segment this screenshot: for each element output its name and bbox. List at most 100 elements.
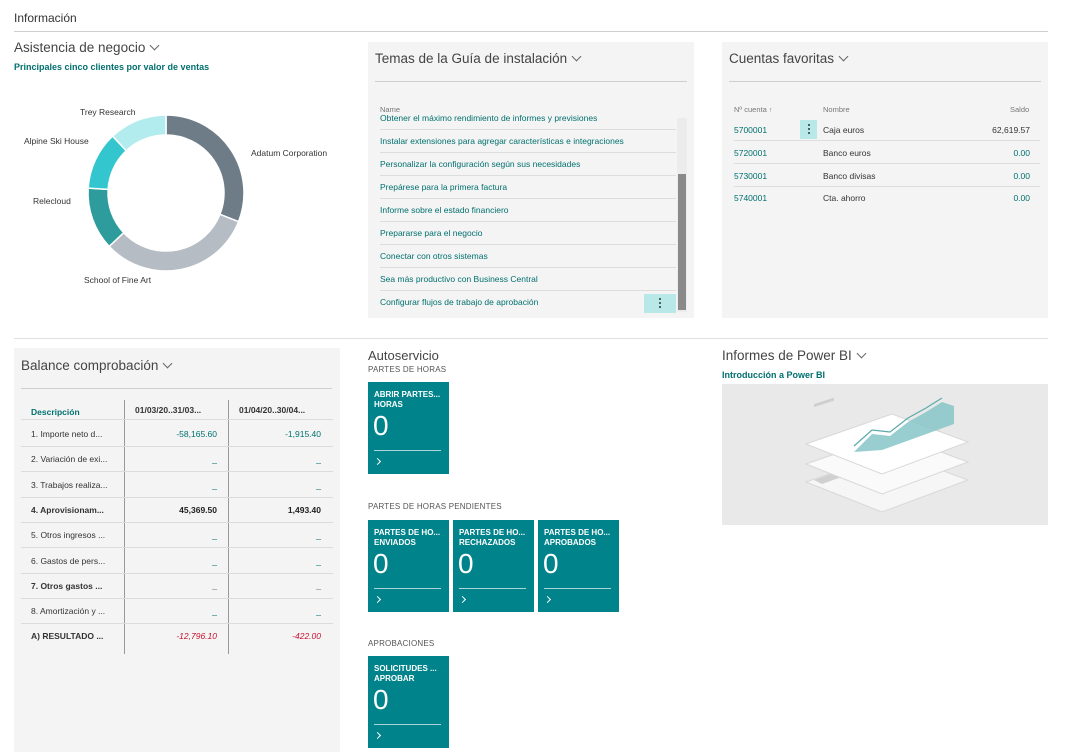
- table-row[interactable]: A) RESULTADO ... -12,796.10 -422.00: [21, 624, 333, 649]
- chevron-down-icon[interactable]: [856, 348, 867, 359]
- list-item[interactable]: Obtener el máximo rendimiento de informe…: [380, 114, 676, 130]
- row-value-period-2[interactable]: _: [316, 479, 321, 490]
- row-value-period-2[interactable]: _: [316, 530, 321, 541]
- setup-guide-divider: [375, 81, 687, 82]
- list-item[interactable]: Configurar flujos de trabajo de aprobaci…: [380, 291, 676, 314]
- account-balance[interactable]: 0.00: [1013, 171, 1030, 181]
- row-value-period-2[interactable]: _: [316, 555, 321, 566]
- donut-slice-1[interactable]: [165, 114, 245, 223]
- row-value-period-2[interactable]: _: [316, 606, 321, 617]
- tile-value: 0: [373, 548, 389, 579]
- list-item[interactable]: Conectar con otros sistemas: [380, 245, 676, 268]
- row-value-period-2[interactable]: 1,493.40: [287, 504, 321, 515]
- row-value-period-1[interactable]: -12,796.10: [176, 631, 217, 642]
- row-actions-icon[interactable]: [800, 120, 817, 139]
- group-label-pending: PARTES DE HORAS PENDIENTES: [368, 502, 502, 511]
- row-value-period-1[interactable]: 45,369.50: [179, 504, 217, 515]
- account-name-header[interactable]: Nombre: [823, 105, 850, 114]
- row-actions-icon[interactable]: [644, 294, 676, 313]
- row-value-period-2[interactable]: -1,915.40: [285, 429, 321, 439]
- powerbi-preview-image[interactable]: [722, 384, 1048, 525]
- trial-balance-divider: [21, 388, 332, 389]
- list-item[interactable]: Instalar extensiones para agregar caract…: [380, 130, 676, 153]
- row-value-period-1[interactable]: _: [212, 454, 217, 465]
- rejected-timesheets-tile[interactable]: PARTES DE HO... RECHAZADOS 0: [453, 520, 534, 612]
- table-row[interactable]: 5700001 Caja euros 62,619.57: [734, 119, 1040, 141]
- trial-balance-title[interactable]: Balance comprobación: [21, 358, 173, 373]
- donut-label-4: Alpine Ski House: [24, 136, 89, 146]
- tile-label: ABRIR PARTES... HORAS: [374, 390, 441, 409]
- approved-timesheets-tile[interactable]: PARTES DE HO... APROBADOS 0: [538, 520, 619, 612]
- column-header-period-2[interactable]: 01/04/20..30/04...: [239, 405, 306, 415]
- row-value-period-1[interactable]: _: [212, 530, 217, 541]
- chevron-down-icon[interactable]: [162, 358, 173, 369]
- favorite-accounts-title[interactable]: Cuentas favoritas: [729, 51, 849, 66]
- list-item[interactable]: Sea más productivo con Business Central: [380, 268, 676, 291]
- tile-value: 0: [543, 548, 559, 579]
- table-row[interactable]: 4. Aprovisionam... 45,369.50 1,493.40: [21, 498, 333, 523]
- account-balance[interactable]: 62,619.57: [992, 125, 1030, 135]
- list-item[interactable]: Personalizar la configuración según sus …: [380, 153, 676, 176]
- chevron-down-icon[interactable]: [571, 51, 582, 62]
- account-no[interactable]: 5730001: [734, 171, 768, 181]
- account-no[interactable]: 5700001: [734, 125, 768, 135]
- powerbi-title[interactable]: Informes de Power BI: [722, 348, 867, 363]
- chevron-down-icon[interactable]: [838, 51, 849, 62]
- donut-slice-5[interactable]: [111, 114, 167, 152]
- account-no[interactable]: 5740001: [734, 193, 768, 203]
- donut-slice-2[interactable]: [108, 213, 240, 272]
- row-value-period-1[interactable]: -58,165.60: [176, 429, 217, 439]
- trial-balance-panel: Balance comprobación Descripción 01/03/2…: [14, 348, 340, 752]
- list-item[interactable]: Prepararse para el negocio: [380, 222, 676, 245]
- account-no[interactable]: 5720001: [734, 148, 768, 158]
- account-balance[interactable]: 0.00: [1013, 148, 1030, 158]
- row-description: 4. Aprovisionam...: [31, 504, 104, 515]
- chevron-down-icon[interactable]: [149, 40, 160, 51]
- row-value-period-1[interactable]: _: [212, 479, 217, 490]
- tile-divider: [374, 450, 441, 451]
- table-row[interactable]: 6. Gastos de pers... _ _: [21, 549, 333, 574]
- chevron-right-icon[interactable]: [373, 457, 382, 466]
- setup-guide-title[interactable]: Temas de la Guía de instalación: [375, 51, 582, 66]
- account-balance-header[interactable]: Saldo: [1010, 105, 1030, 114]
- powerbi-subtitle[interactable]: Introducción a Power BI: [722, 370, 826, 380]
- row-value-period-1[interactable]: _: [212, 580, 217, 591]
- submitted-timesheets-tile[interactable]: PARTES DE HO... ENVIADOS 0: [368, 520, 449, 612]
- row-value-period-1[interactable]: _: [212, 606, 217, 617]
- chevron-right-icon[interactable]: [373, 595, 382, 604]
- list-item[interactable]: Informe sobre el estado financiero: [380, 199, 676, 222]
- row-value-period-2[interactable]: _: [316, 580, 321, 591]
- column-divider: [228, 400, 229, 654]
- row-description: 7. Otros gastos ...: [31, 580, 103, 591]
- approval-requests-tile[interactable]: SOLICITUDES ... APROBAR 0: [368, 656, 449, 748]
- account-balance[interactable]: 0.00: [1013, 193, 1030, 203]
- business-assist-subtitle[interactable]: Principales cinco clientes por valor de …: [14, 62, 210, 72]
- table-row[interactable]: 3. Trabajos realiza... _ _: [21, 473, 333, 498]
- account-name: Banco euros: [823, 148, 871, 158]
- business-assist-title[interactable]: Asistencia de negocio: [14, 40, 160, 55]
- scrollbar-thumb[interactable]: [678, 174, 686, 310]
- table-row[interactable]: 5740001 Cta. ahorro 0.00: [734, 187, 1040, 209]
- table-row[interactable]: 1. Importe neto d... -58,165.60 -1,915.40: [21, 422, 333, 447]
- table-row[interactable]: 2. Variación de exi... _ _: [21, 447, 333, 473]
- donut-slice-3[interactable]: [87, 187, 125, 248]
- row-value-period-2[interactable]: _: [316, 454, 321, 465]
- table-row[interactable]: 8. Amortización y ... _ _: [21, 599, 333, 625]
- setup-guide-column-header[interactable]: Name: [380, 105, 401, 114]
- table-row[interactable]: 5720001 Banco euros 0.00: [734, 142, 1040, 164]
- row-description: 3. Trabajos realiza...: [31, 479, 108, 490]
- table-row[interactable]: 5730001 Banco divisas 0.00: [734, 165, 1040, 187]
- row-value-period-2[interactable]: -422.00: [292, 631, 321, 642]
- list-item[interactable]: Prepárese para la primera factura: [380, 176, 676, 199]
- column-header-period-1[interactable]: 01/03/20..31/03...: [135, 405, 202, 415]
- donut-label-2: School of Fine Art: [84, 275, 152, 285]
- column-header-description[interactable]: Descripción: [31, 407, 80, 417]
- table-row[interactable]: 5. Otros ingresos ... _ _: [21, 523, 333, 549]
- table-row[interactable]: 7. Otros gastos ... _ _: [21, 574, 333, 599]
- row-value-period-1[interactable]: _: [212, 555, 217, 566]
- chevron-right-icon[interactable]: [458, 595, 467, 604]
- chevron-right-icon[interactable]: [373, 731, 382, 740]
- account-no-header[interactable]: Nº cuenta ↑: [734, 105, 772, 114]
- chevron-right-icon[interactable]: [543, 595, 552, 604]
- open-timesheets-tile[interactable]: ABRIR PARTES... HORAS 0: [368, 382, 449, 474]
